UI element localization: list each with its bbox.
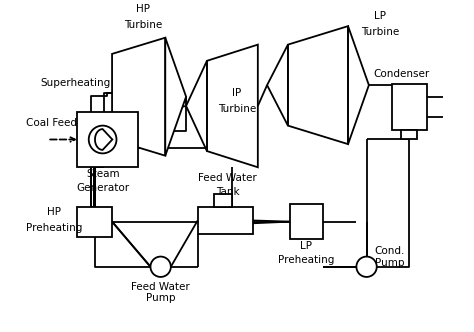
Polygon shape (165, 38, 186, 156)
Text: Pump: Pump (375, 258, 404, 268)
Text: Generator: Generator (76, 183, 129, 193)
Circle shape (150, 257, 171, 277)
Text: Tank: Tank (216, 187, 239, 197)
Polygon shape (112, 38, 165, 156)
Bar (401, 130, 418, 138)
Text: Feed Water: Feed Water (199, 173, 257, 183)
Text: Steam: Steam (86, 169, 119, 179)
Text: HP: HP (137, 4, 150, 14)
Polygon shape (186, 61, 207, 151)
Polygon shape (348, 26, 369, 144)
Bar (198, 207, 253, 234)
Text: Preheating: Preheating (26, 223, 82, 233)
Bar (290, 204, 323, 239)
Text: Pump: Pump (146, 293, 175, 303)
Bar (77, 112, 137, 167)
Text: Turbine: Turbine (361, 27, 400, 38)
Bar (214, 194, 232, 207)
Text: Superheating: Superheating (40, 78, 110, 88)
Text: Cond.: Cond. (374, 246, 405, 256)
Text: IP: IP (232, 88, 242, 98)
Text: LP: LP (374, 11, 386, 21)
Text: Coal Feed: Coal Feed (27, 118, 77, 127)
Text: HP: HP (47, 207, 61, 217)
Polygon shape (95, 129, 112, 150)
Text: Condenser: Condenser (373, 69, 429, 79)
Polygon shape (267, 44, 288, 125)
Circle shape (89, 125, 117, 153)
Polygon shape (288, 26, 348, 144)
Text: LP: LP (301, 241, 312, 251)
Text: Turbine: Turbine (218, 104, 256, 114)
Bar (392, 84, 427, 130)
Text: Preheating: Preheating (278, 255, 335, 265)
Bar (77, 207, 112, 237)
Text: Turbine: Turbine (124, 21, 163, 31)
Text: Feed Water: Feed Water (131, 282, 190, 292)
Circle shape (356, 257, 377, 277)
Polygon shape (207, 44, 258, 167)
